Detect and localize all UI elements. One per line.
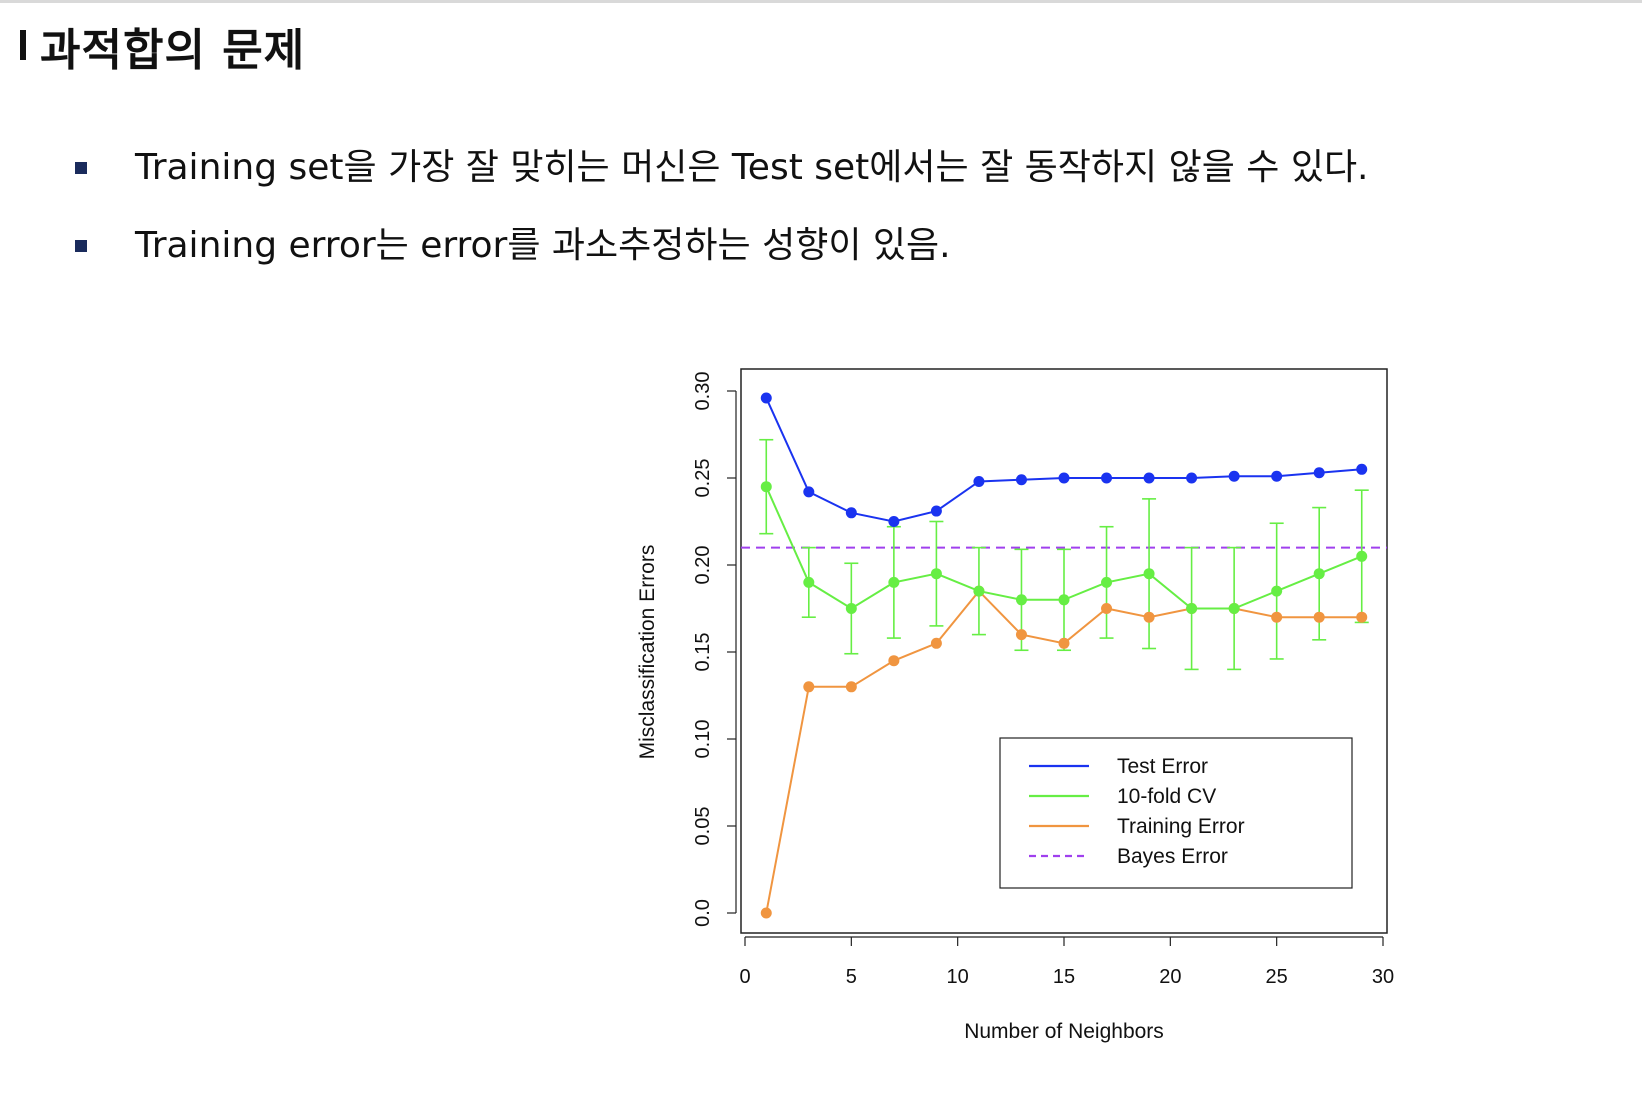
test-error-line	[765, 397, 1362, 523]
training-error-point	[1101, 603, 1113, 614]
bullet-item: Training set을 가장 잘 맞히는 머신은 Test set에서는 잘…	[75, 140, 1369, 218]
top-rule	[0, 0, 1642, 3]
10-fold-cv-point	[803, 576, 815, 588]
training-error-point	[760, 907, 772, 919]
training-error-point	[888, 655, 900, 667]
bullet-list: Training set을 가장 잘 맞히는 머신은 Test set에서는 잘…	[75, 140, 1369, 296]
x-tick-label: 0	[739, 966, 750, 988]
title-accent-bar	[20, 30, 26, 60]
10-fold-cv-point	[1186, 603, 1198, 614]
test-error-point	[1356, 463, 1368, 475]
training-error-point	[1271, 611, 1283, 623]
training-error-point	[1015, 629, 1027, 641]
training-error-point	[845, 681, 857, 693]
legend-label: Bayes Error	[1117, 845, 1228, 868]
legend-label: Test Error	[1117, 755, 1208, 778]
legend-box	[999, 737, 1353, 889]
x-tick-label: 5	[846, 966, 857, 988]
10-fold-cv-point	[845, 603, 857, 614]
x-axis-title: Number of Neighbors	[964, 1020, 1164, 1043]
10-fold-cv-point	[1101, 576, 1113, 588]
training-error-point	[1143, 611, 1155, 623]
bullet-square-icon	[75, 162, 87, 174]
10-fold-cv-point	[1058, 594, 1070, 606]
training-error-point	[1313, 611, 1325, 623]
x-tick-label: 10	[947, 966, 969, 988]
test-error-point	[930, 505, 942, 517]
bullet-square-icon	[75, 240, 87, 252]
test-error-point	[1143, 472, 1155, 484]
test-error-point	[973, 475, 985, 487]
test-error-point	[1271, 470, 1283, 482]
test-error-point	[760, 392, 772, 404]
test-error-point	[845, 507, 857, 519]
y-tick-label: 0.20	[692, 546, 714, 585]
training-error-point	[930, 637, 942, 649]
legend-label: Training Error	[1117, 815, 1245, 838]
10-fold-cv-point	[888, 576, 900, 588]
10-fold-cv-point	[760, 481, 772, 493]
test-error-point	[1313, 467, 1325, 479]
10-fold-cv-point	[1143, 568, 1155, 580]
x-tick-label: 20	[1159, 966, 1181, 988]
test-error-point	[803, 486, 815, 498]
x-tick-label: 25	[1266, 966, 1288, 988]
test-error-point	[1058, 472, 1070, 484]
10-fold-cv-point	[930, 568, 942, 580]
10-fold-cv-point	[1356, 550, 1368, 562]
test-error-point	[1228, 470, 1240, 482]
10-fold-cv-point	[973, 585, 985, 597]
bullet-text: Training set을 가장 잘 맞히는 머신은 Test set에서는 잘…	[135, 147, 1369, 188]
training-error-point	[1058, 637, 1070, 649]
10-fold-cv-point	[1271, 585, 1283, 597]
test-error-point	[1015, 474, 1027, 486]
y-tick-label: 0.10	[692, 720, 714, 759]
page-title: 과적합의 문제	[40, 25, 306, 76]
y-tick-label: 0.30	[692, 372, 714, 411]
y-tick-label: 0.15	[692, 633, 714, 672]
x-tick-label: 30	[1372, 966, 1394, 988]
10-fold-cv-point	[1313, 568, 1325, 580]
test-error-point	[1101, 472, 1113, 484]
legend-label: 10-fold CV	[1117, 785, 1216, 808]
y-tick-label: 0.0	[692, 899, 714, 927]
y-axis-title: Misclassification Errors	[636, 545, 659, 760]
y-tick-label: 0.25	[692, 459, 714, 498]
bullet-item: Training error는 error를 과소추정하는 성향이 있음.	[75, 218, 1369, 296]
y-tick-label: 0.05	[692, 807, 714, 846]
bullet-text: Training error는 error를 과소추정하는 성향이 있음.	[135, 225, 951, 266]
10-fold-cv-point	[1015, 594, 1027, 606]
test-error-point	[888, 516, 900, 527]
plot-frame	[740, 368, 1388, 934]
10-fold-cv-point	[1228, 603, 1240, 614]
x-tick-label: 15	[1053, 966, 1075, 988]
test-error-point	[1186, 472, 1198, 484]
training-error-point	[1356, 611, 1368, 623]
training-error-point	[803, 681, 815, 693]
